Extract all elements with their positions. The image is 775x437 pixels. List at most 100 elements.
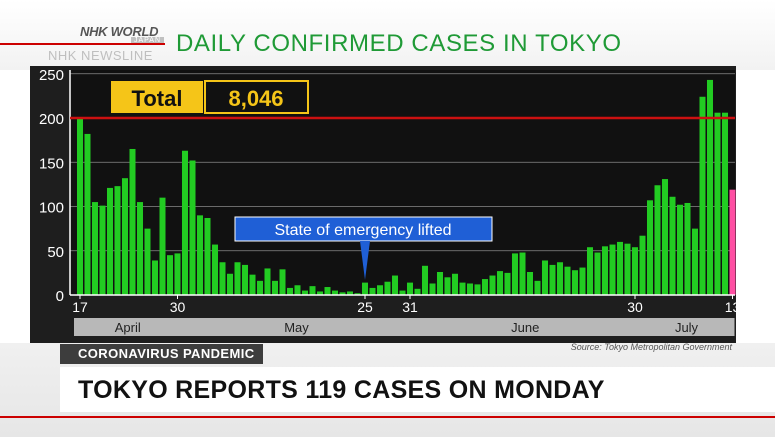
bar bbox=[609, 244, 616, 295]
bar bbox=[624, 243, 631, 295]
bar bbox=[369, 287, 376, 295]
bar bbox=[647, 200, 653, 295]
bar bbox=[152, 260, 158, 295]
bar bbox=[114, 186, 121, 295]
bar bbox=[549, 264, 556, 295]
bar bbox=[347, 291, 353, 295]
bar bbox=[129, 148, 136, 295]
y-tick-label: 100 bbox=[39, 200, 64, 217]
chart-title: DAILY CONFIRMED CASES IN TOKYO bbox=[176, 30, 622, 57]
bar bbox=[182, 150, 188, 295]
x-tick-label: 30 bbox=[170, 299, 186, 315]
bar bbox=[279, 269, 286, 295]
y-tick-label: 50 bbox=[47, 244, 64, 261]
bar bbox=[362, 282, 368, 295]
source-credit: Source: Tokyo Metropolitan Government bbox=[570, 342, 732, 352]
bar bbox=[137, 202, 143, 295]
bar bbox=[227, 273, 233, 295]
nhk-world-logo: NHK WORLD JAPAN bbox=[80, 24, 164, 46]
bar bbox=[92, 202, 98, 295]
bar bbox=[437, 271, 443, 295]
bar bbox=[684, 202, 691, 295]
bar bbox=[632, 247, 638, 295]
bar bbox=[399, 290, 406, 295]
bar bbox=[669, 196, 676, 295]
bar bbox=[594, 252, 601, 295]
total-value: 8,046 bbox=[228, 86, 283, 111]
bar bbox=[722, 112, 728, 295]
headline: TOKYO REPORTS 119 CASES ON MONDAY bbox=[78, 376, 605, 404]
headline-box: TOKYO REPORTS 119 CASES ON MONDAY bbox=[60, 367, 775, 412]
bar bbox=[377, 285, 383, 295]
x-tick-label: 31 bbox=[402, 299, 418, 315]
bar bbox=[444, 277, 451, 295]
bar bbox=[264, 268, 271, 295]
bar bbox=[459, 282, 466, 295]
x-tick-label: 17 bbox=[72, 299, 88, 315]
category-label: CORONAVIRUS PANDEMIC bbox=[60, 344, 263, 364]
bar bbox=[234, 262, 241, 295]
bar bbox=[489, 275, 496, 295]
bar bbox=[699, 96, 706, 295]
bar bbox=[602, 246, 608, 295]
bar bbox=[317, 291, 323, 295]
bar bbox=[572, 270, 578, 295]
bar bbox=[482, 279, 488, 295]
bar bbox=[257, 280, 263, 295]
newsline-watermark: NHK NEWSLINE bbox=[48, 48, 153, 63]
month-label: June bbox=[511, 320, 539, 335]
bar bbox=[422, 265, 428, 295]
bar bbox=[617, 241, 623, 295]
total-label: Total bbox=[132, 86, 183, 111]
bar bbox=[384, 281, 391, 295]
month-label: May bbox=[284, 320, 309, 335]
month-label: July bbox=[675, 320, 699, 335]
bar bbox=[429, 283, 436, 295]
y-tick-label: 250 bbox=[39, 67, 64, 84]
bar bbox=[692, 228, 698, 295]
month-band bbox=[411, 318, 637, 336]
month-band bbox=[636, 318, 735, 336]
bar bbox=[167, 255, 173, 295]
logo-subtext: JAPAN bbox=[130, 37, 164, 44]
bar bbox=[272, 280, 278, 295]
bar bbox=[77, 117, 83, 295]
bar bbox=[587, 247, 593, 295]
total-label-box bbox=[111, 81, 203, 113]
month-label: April bbox=[115, 320, 141, 335]
bar bbox=[504, 272, 511, 295]
bar bbox=[249, 274, 256, 295]
x-tick-label: 30 bbox=[627, 299, 643, 315]
bar bbox=[519, 252, 526, 295]
bar bbox=[122, 178, 128, 295]
bar bbox=[84, 133, 91, 295]
bar bbox=[159, 197, 166, 295]
bar bbox=[654, 185, 661, 295]
bar bbox=[707, 79, 713, 295]
bar bbox=[287, 287, 293, 295]
bar bbox=[242, 264, 248, 295]
y-tick-label: 150 bbox=[39, 155, 64, 172]
month-band bbox=[74, 318, 180, 336]
total-value-box bbox=[204, 80, 309, 114]
bar bbox=[474, 284, 481, 295]
bar bbox=[144, 228, 151, 295]
bar bbox=[354, 293, 361, 295]
bar bbox=[99, 205, 106, 295]
callout-text: State of emergency lifted bbox=[275, 222, 452, 239]
bar bbox=[527, 271, 533, 295]
header-background bbox=[0, 0, 775, 70]
bar bbox=[309, 286, 316, 295]
bar bbox=[467, 283, 473, 295]
bar bbox=[579, 267, 586, 295]
y-tick-label: 200 bbox=[39, 111, 64, 128]
bar bbox=[219, 262, 226, 295]
cases-bar-chart: 0 50 100 150 200 250 Total 8,046 State of emerge… bbox=[30, 66, 736, 343]
bar bbox=[302, 290, 308, 295]
bar bbox=[542, 260, 548, 295]
bar bbox=[662, 179, 668, 295]
bar bbox=[332, 290, 338, 295]
bar bbox=[414, 288, 421, 295]
callout-pointer bbox=[360, 241, 370, 280]
bar bbox=[324, 287, 331, 295]
